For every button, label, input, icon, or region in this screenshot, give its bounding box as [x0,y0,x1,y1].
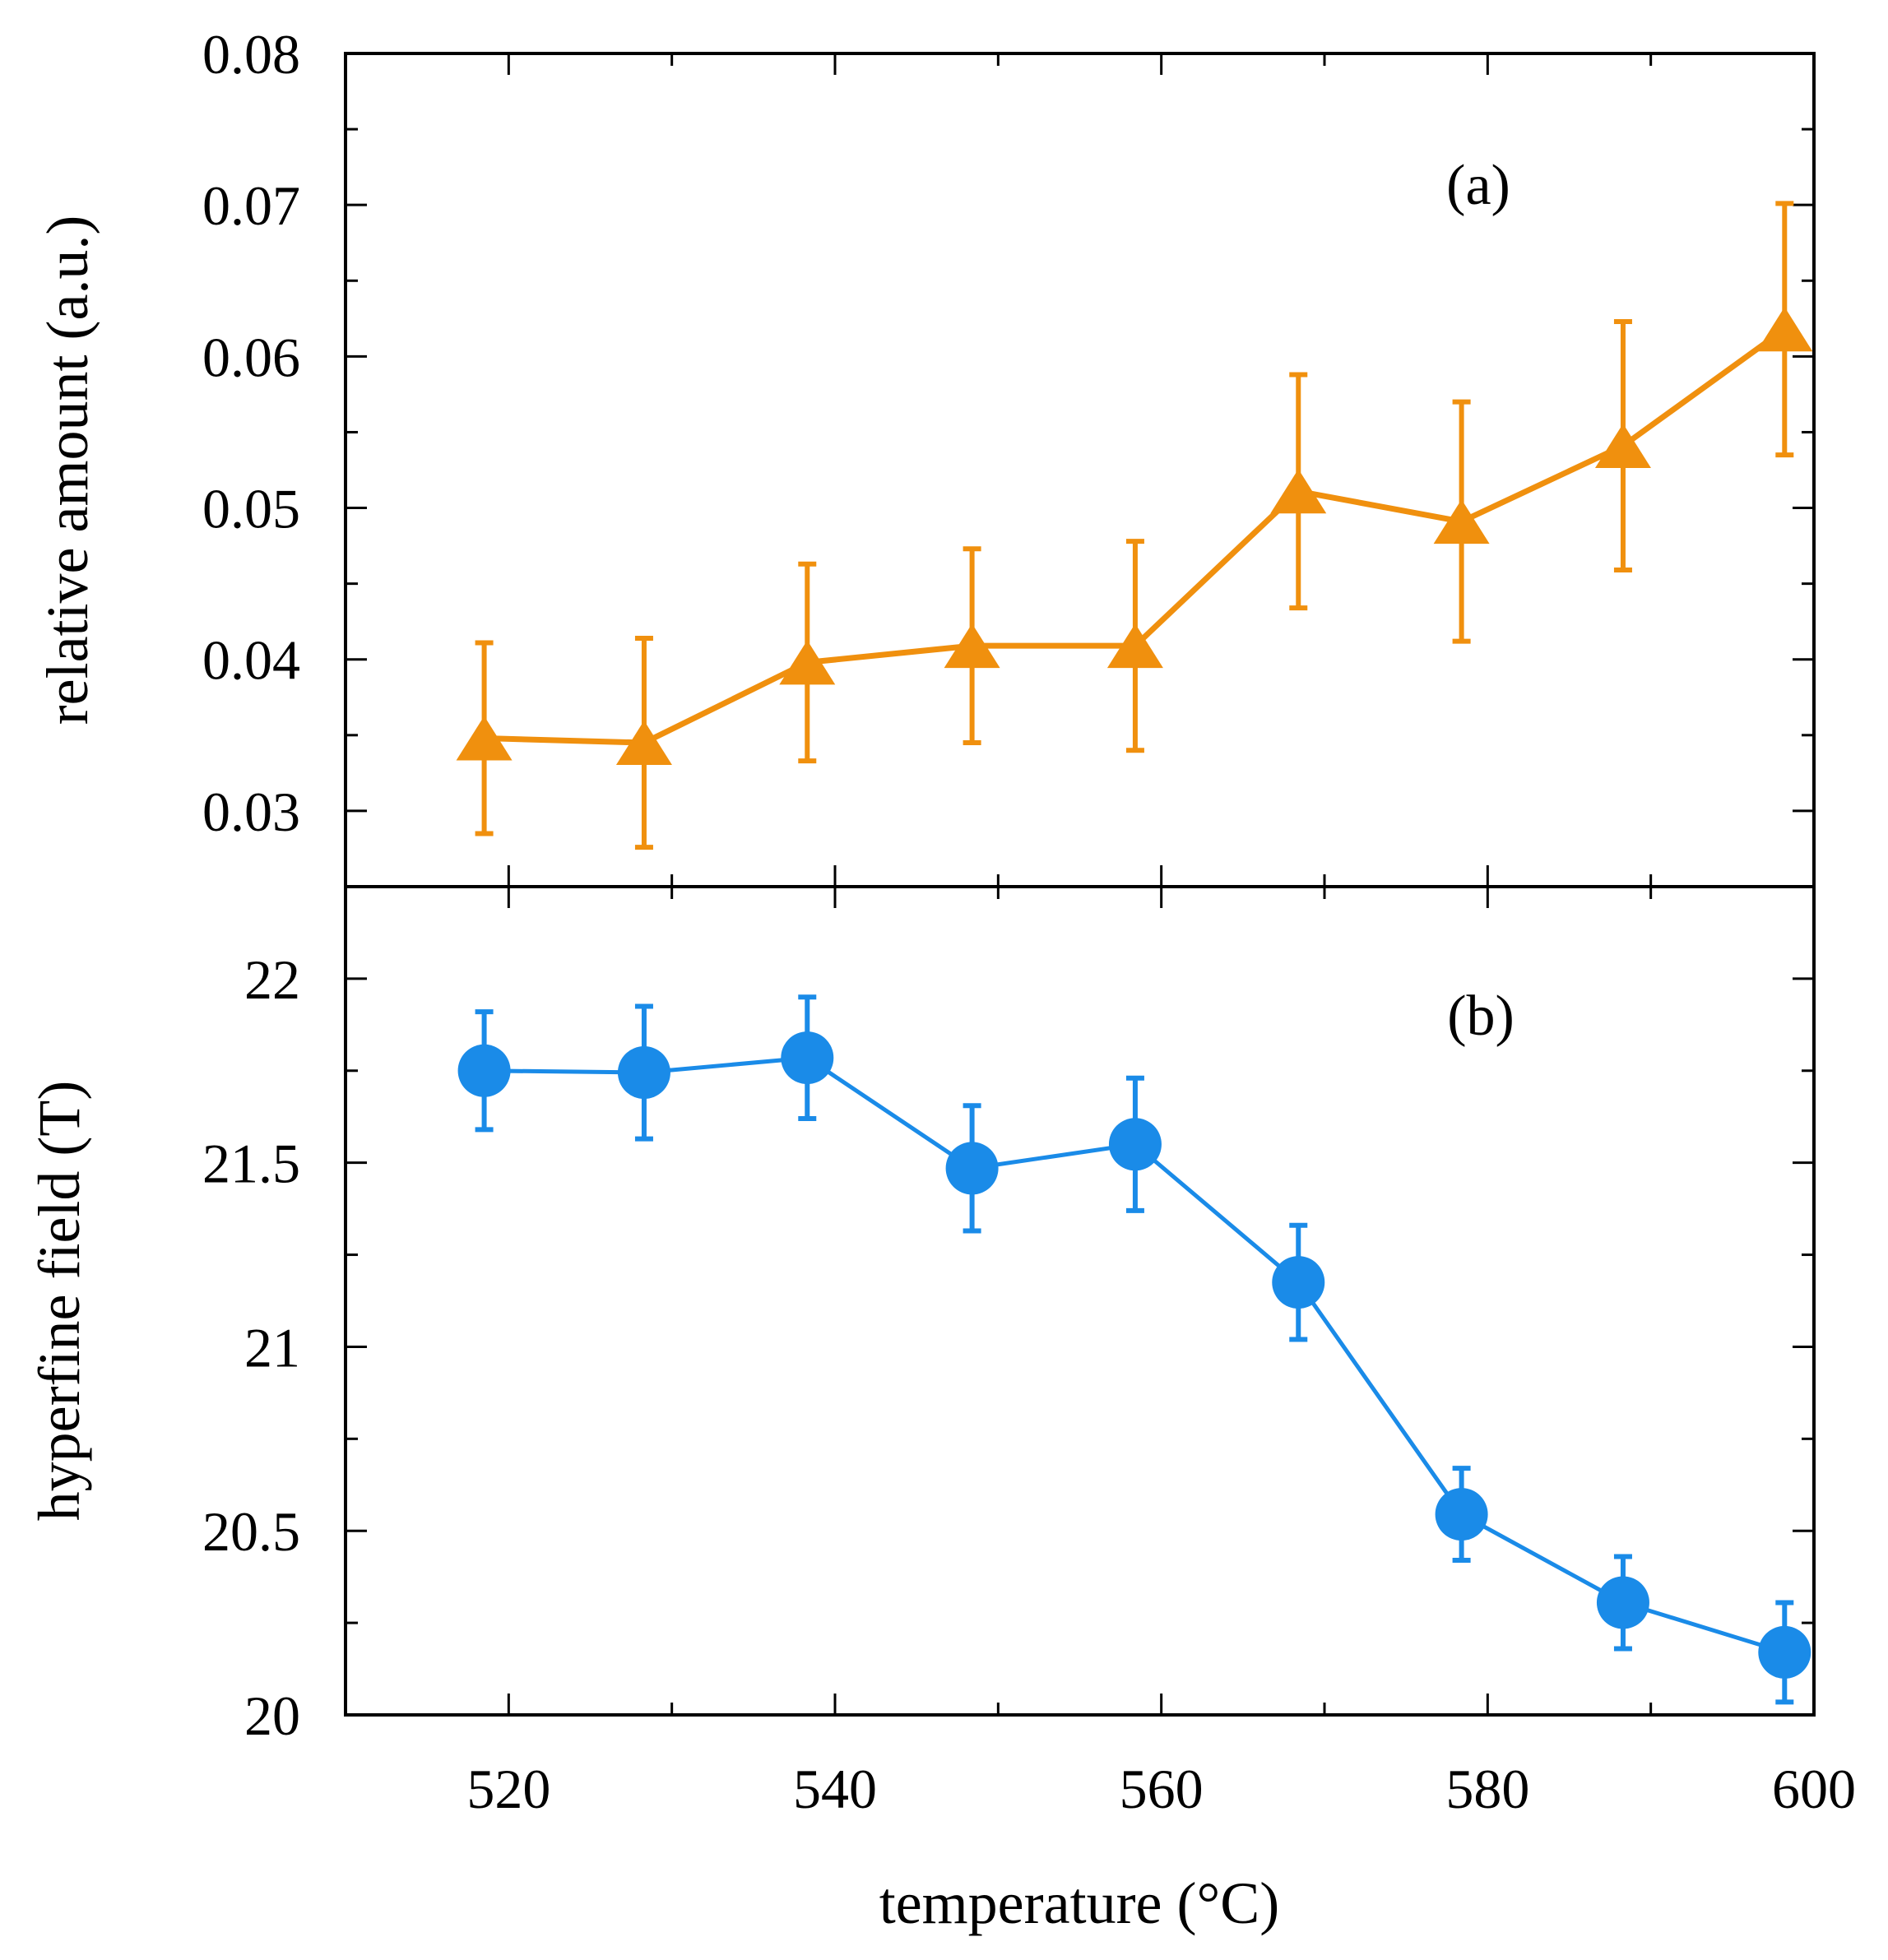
x-axis-label: temperature (°C) [879,1870,1280,1936]
data-point [1272,1256,1325,1309]
x-tick-label: 600 [1772,1758,1856,1820]
data-point [1756,307,1813,352]
data-point [1433,499,1490,544]
panel-a-ticks [346,52,1816,887]
panel-b-ticks [346,887,1816,1717]
panel-b-frame [344,885,1816,1717]
panel-b-x-tick-labels: 520 540 560 580 600 [466,1758,1856,1820]
data-point [781,1031,834,1085]
panel-a-plot [456,201,1813,850]
panel-a: 0.03 0.04 0.05 0.06 0.07 0.08 (a) relative am… [35,23,1816,888]
data-point [1435,1488,1488,1541]
data-point [944,623,1000,669]
panel-b-y-tick-labels: 20 20.5 21 21.5 22 [202,948,300,1747]
y-tick-label: 0.04 [202,629,300,692]
panel-a-frame [344,52,1816,888]
y-tick-label: 20 [244,1684,300,1747]
panel-b-plot [457,994,1811,1705]
panel-a-y-axis-label: relative amount (a.u.) [35,215,100,725]
y-tick-label: 21.5 [202,1133,300,1195]
data-point [457,1044,511,1097]
y-tick-label: 0.05 [202,478,300,540]
y-tick-label: 20.5 [202,1500,300,1563]
data-point [1108,1118,1162,1171]
y-tick-label: 0.06 [202,326,300,388]
y-tick-label: 0.03 [202,781,300,843]
panel-a-label: (a) [1446,154,1510,217]
x-tick-label: 520 [466,1758,550,1820]
x-tick-label: 580 [1445,1758,1529,1820]
y-tick-label: 22 [244,948,300,1011]
data-point [1594,424,1651,469]
panel-a-y-tick-labels: 0.03 0.04 0.05 0.06 0.07 0.08 [202,23,300,843]
data-point [1596,1576,1649,1629]
panel-b: 20 20.5 21 21.5 22 520 540 560 580 600 (b) hyper… [26,885,1856,1936]
data-point [615,721,672,766]
data-point [1758,1625,1811,1679]
panel-b-label: (b) [1447,985,1515,1048]
y-tick-label: 21 [244,1316,300,1378]
data-point [1106,623,1163,669]
data-point [617,1046,670,1100]
x-tick-label: 540 [793,1758,877,1820]
data-point [945,1142,999,1195]
y-tick-label: 0.07 [202,174,300,237]
data-point [779,640,836,685]
x-tick-label: 560 [1120,1758,1204,1820]
panel-b-y-axis-label: hyperfine field (T) [26,1081,92,1522]
data-point [456,716,513,761]
data-point [1270,469,1327,514]
y-tick-label: 0.08 [202,23,300,86]
